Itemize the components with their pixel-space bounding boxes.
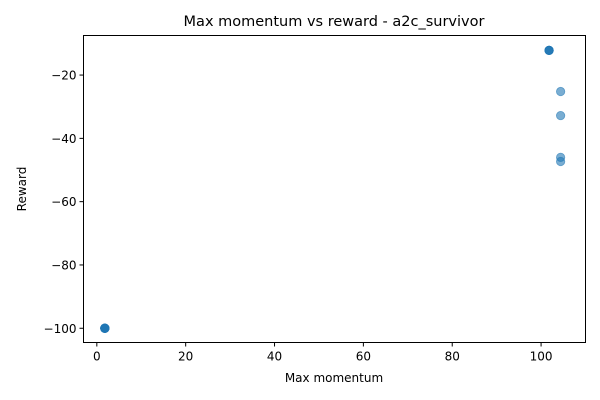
data-point-11 <box>544 45 554 55</box>
x-axis-ticks: 0 20 40 60 80 100 <box>93 342 553 364</box>
data-point-7 <box>100 323 110 333</box>
y-tick-label: −20 <box>51 69 76 83</box>
x-tick-label: 80 <box>445 350 460 364</box>
x-tick-label: 60 <box>356 350 371 364</box>
y-axis-label: Reward <box>15 167 29 212</box>
x-tick-label: 20 <box>178 350 193 364</box>
data-point-15 <box>556 156 566 167</box>
plot-area: 0 20 40 60 80 100 −100 −80 −60 −40 −20 <box>44 35 586 364</box>
axes-frame <box>83 35 586 343</box>
y-tick-label: −40 <box>51 132 76 146</box>
chart-title: Max momentum vs reward - a2c_survivor <box>184 14 485 30</box>
data-point-12 <box>556 86 566 97</box>
y-tick-label: −100 <box>44 322 77 336</box>
y-tick-label: −80 <box>51 258 76 272</box>
y-axis-ticks: −100 −80 −60 −40 −20 <box>44 69 84 336</box>
x-axis-label: Max momentum <box>285 371 383 385</box>
x-tick-label: 100 <box>530 350 553 364</box>
y-tick-label: −60 <box>51 195 76 209</box>
x-tick-label: 40 <box>267 350 282 364</box>
data-points <box>100 45 566 333</box>
x-tick-label: 0 <box>93 350 101 364</box>
data-point-13 <box>556 110 566 121</box>
